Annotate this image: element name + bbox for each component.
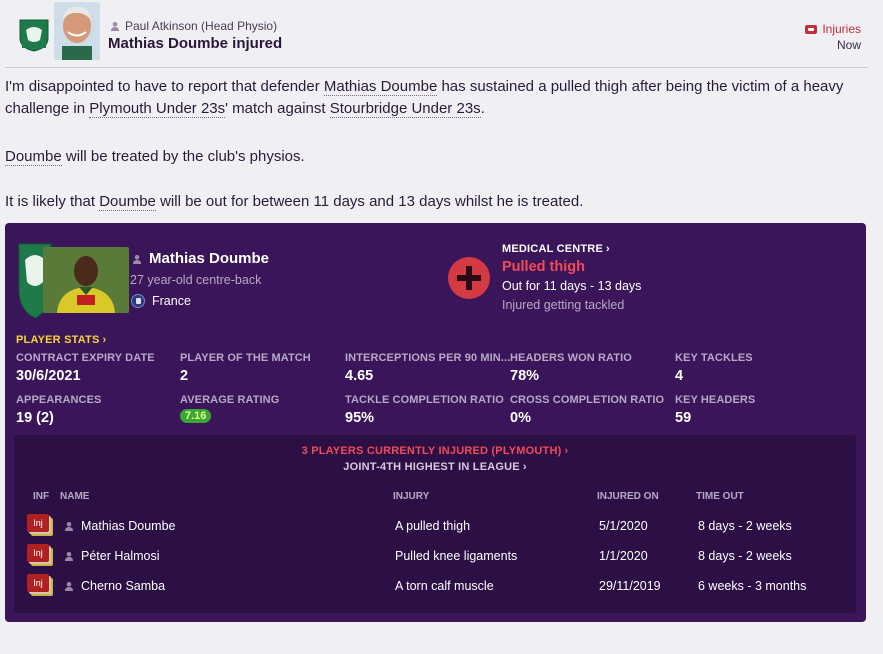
message-time: Now (836, 38, 861, 52)
injury-badge-icon: Inj (27, 574, 53, 596)
injury-badge-icon: Inj (27, 544, 53, 566)
person-icon (111, 22, 119, 31)
person-icon (133, 254, 141, 264)
sender-photo[interactable] (54, 2, 100, 60)
column-header-inf[interactable]: INF (33, 491, 50, 502)
player-description: 27 year-old centre-back (130, 273, 262, 287)
sender-line[interactable]: Paul Atkinson (Head Physio) (110, 19, 277, 33)
player-photo[interactable] (43, 247, 129, 313)
injuries-tag[interactable]: Injuries (805, 22, 861, 36)
injured-count-link[interactable]: 3 PLAYERS CURRENTLY INJURED (PLYMOUTH) › (301, 445, 569, 457)
injury-duration: Out for 11 days - 13 days (502, 279, 642, 293)
injury-card: Mathias Doumbe 27 year-old centre-back F… (5, 223, 866, 622)
medical-centre-link[interactable]: MEDICAL CENTRE › (502, 243, 610, 255)
time-out-cell: 6 weeks - 3 months (698, 579, 807, 593)
injury-tag-icon (805, 24, 818, 34)
person-icon (65, 552, 73, 561)
chevron-right-icon: › (522, 461, 527, 473)
table-row[interactable]: Inj Cherno Samba A torn calf muscle 29/1… (14, 571, 856, 601)
medical-cross-icon (448, 257, 490, 299)
stat-player-of-match: PLAYER OF THE MATCH 2 (180, 352, 311, 384)
table-row[interactable]: Inj Mathias Doumbe A pulled thigh 5/1/20… (14, 511, 856, 541)
stat-average-rating: AVERAGE RATING 7.16 (180, 394, 280, 423)
league-rank-link[interactable]: JOINT-4TH HIGHEST IN LEAGUE › (343, 461, 527, 473)
paragraph-3: It is likely that Doumbe will be out for… (5, 193, 584, 211)
chevron-right-icon: › (606, 243, 610, 255)
paragraph-2: Doumbe will be treated by the club's phy… (5, 148, 305, 166)
column-header-name[interactable]: NAME (60, 491, 90, 502)
header-divider (5, 67, 868, 68)
person-icon (65, 522, 73, 531)
column-header-injured-on[interactable]: INJURED ON (597, 491, 659, 502)
player-link[interactable]: Doumbe (5, 148, 62, 166)
person-icon (65, 582, 73, 591)
stat-cross-completion: CROSS COMPLETION RATIO 0% (510, 394, 665, 426)
player-stats-link[interactable]: PLAYER STATS › (16, 334, 107, 346)
message-header: Paul Atkinson (Head Physio) Mathias Doum… (0, 0, 883, 64)
player-name-cell[interactable]: Péter Halmosi (64, 549, 160, 563)
injury-cell: A pulled thigh (395, 519, 471, 533)
player-nationality[interactable]: France (131, 294, 191, 308)
team-link[interactable]: Plymouth Under 23s (89, 100, 226, 118)
player-link[interactable]: Mathias Doumbe (323, 78, 438, 96)
injured-players-panel: 3 PLAYERS CURRENTLY INJURED (PLYMOUTH) › … (14, 435, 856, 613)
paragraph-1: I'm disappointed to have to report that … (5, 78, 844, 118)
chevron-right-icon: › (102, 334, 107, 346)
stat-contract-expiry: CONTRACT EXPIRY DATE 30/6/2021 (16, 352, 155, 384)
stat-key-tackles: KEY TACKLES 4 (675, 352, 753, 384)
table-row[interactable]: Inj Péter Halmosi Pulled knee ligaments … (14, 541, 856, 571)
column-header-injury[interactable]: INJURY (393, 491, 430, 502)
date-cell: 29/11/2019 (599, 579, 661, 593)
club-crest-icon[interactable] (16, 18, 52, 52)
chevron-right-icon: › (564, 445, 569, 457)
player-name-cell[interactable]: Mathias Doumbe (64, 519, 176, 533)
time-out-cell: 8 days - 2 weeks (698, 519, 792, 533)
injury-cause: Injured getting tackled (502, 298, 625, 312)
date-cell: 1/1/2020 (599, 549, 648, 563)
rating-badge: 7.16 (180, 409, 212, 423)
stat-key-headers: KEY HEADERS 59 (675, 394, 756, 426)
column-header-time-out[interactable]: TIME OUT (696, 491, 744, 502)
player-name-cell[interactable]: Cherno Samba (64, 579, 165, 593)
opponent-link[interactable]: Stourbridge Under 23s (329, 100, 481, 118)
player-link[interactable]: Doumbe (99, 193, 156, 211)
message-title: Mathias Doumbe injured (108, 35, 283, 52)
stat-tackle-completion: TACKLE COMPLETION RATIO 95% (345, 394, 504, 426)
stat-appearances: APPEARANCES 19 (2) (16, 394, 102, 426)
france-flag-icon (131, 294, 145, 308)
injury-badge-icon: Inj (27, 514, 53, 536)
injury-name: Pulled thigh (502, 259, 585, 275)
injury-cell: A torn calf muscle (395, 579, 494, 593)
stat-interceptions: INTERCEPTIONS PER 90 MIN... 4.65 (345, 352, 511, 384)
stat-headers-won: HEADERS WON RATIO 78% (510, 352, 632, 384)
injury-cell: Pulled knee ligaments (395, 549, 518, 563)
tag-label: Injuries (822, 22, 861, 36)
sender-name: Paul Atkinson (Head Physio) (125, 19, 278, 33)
player-name[interactable]: Mathias Doumbe (132, 250, 269, 267)
time-out-cell: 8 days - 2 weeks (698, 549, 792, 563)
date-cell: 5/1/2020 (599, 519, 648, 533)
